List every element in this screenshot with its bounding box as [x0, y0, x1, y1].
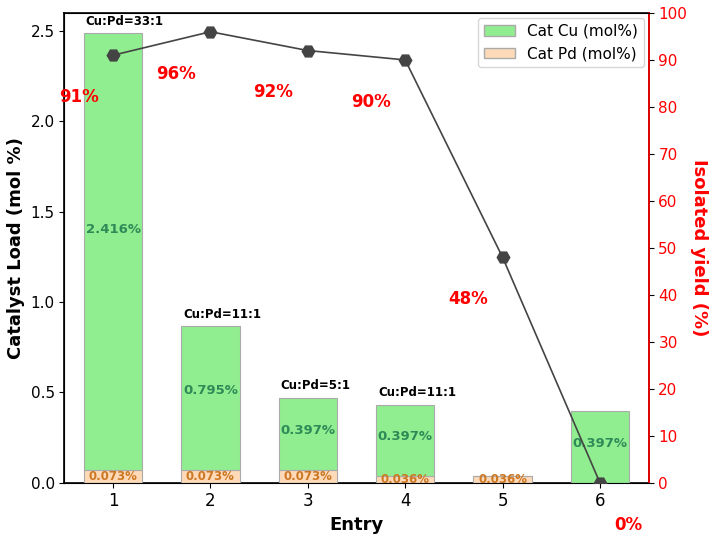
- Text: 0.036%: 0.036%: [478, 473, 527, 486]
- Text: Cu:Pd=11:1: Cu:Pd=11:1: [183, 307, 261, 320]
- Text: 0.073%: 0.073%: [89, 470, 137, 483]
- Bar: [279, 470, 337, 483]
- Bar: [473, 476, 532, 483]
- Text: 0.397%: 0.397%: [573, 437, 628, 450]
- Text: Cu:Pd=11:1: Cu:Pd=11:1: [378, 386, 456, 399]
- Text: 92%: 92%: [253, 83, 293, 101]
- Bar: [84, 33, 142, 470]
- Legend: Cat Cu (mol%), Cat Pd (mol%): Cat Cu (mol%), Cat Pd (mol%): [478, 17, 644, 68]
- Text: Cu:Pd=5:1: Cu:Pd=5:1: [280, 379, 350, 392]
- Text: 48%: 48%: [448, 290, 488, 308]
- Text: 0.073%: 0.073%: [186, 470, 235, 483]
- Text: 0%: 0%: [614, 516, 643, 533]
- Text: 96%: 96%: [156, 64, 196, 83]
- Bar: [181, 470, 240, 483]
- Bar: [279, 398, 337, 470]
- Bar: [571, 411, 629, 483]
- Text: 90%: 90%: [351, 93, 390, 111]
- Bar: [181, 326, 240, 470]
- Text: 91%: 91%: [59, 88, 99, 106]
- Bar: [376, 405, 435, 476]
- Text: 0.397%: 0.397%: [280, 424, 335, 437]
- Y-axis label: Catalyst Load (mol %): Catalyst Load (mol %): [7, 137, 25, 359]
- Text: Cu:Pd=33:1: Cu:Pd=33:1: [86, 15, 164, 28]
- Bar: [376, 476, 435, 483]
- X-axis label: Entry: Entry: [330, 516, 384, 534]
- Bar: [84, 470, 142, 483]
- Text: 2.416%: 2.416%: [86, 223, 141, 236]
- Text: 0.795%: 0.795%: [183, 384, 238, 397]
- Text: 0.397%: 0.397%: [378, 430, 433, 443]
- Text: 0.073%: 0.073%: [283, 470, 332, 483]
- Text: 0.036%: 0.036%: [380, 473, 430, 486]
- Y-axis label: Isolated yield (%): Isolated yield (%): [690, 159, 708, 337]
